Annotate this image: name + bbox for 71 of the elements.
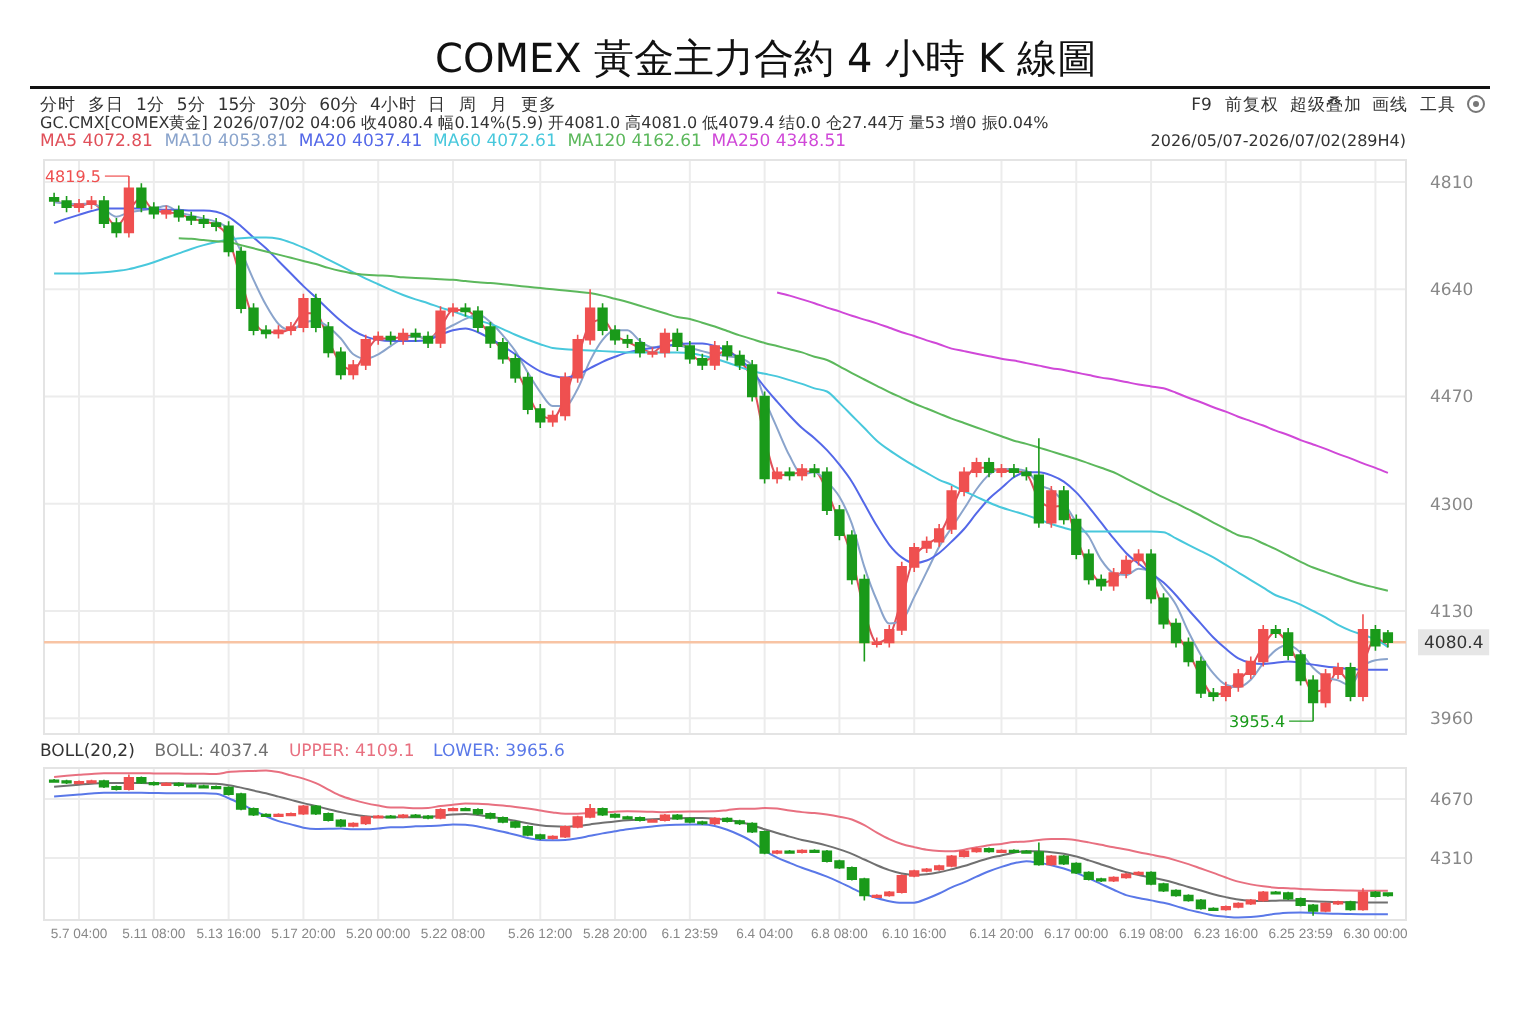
line-series <box>53 782 1389 904</box>
candlestick <box>796 463 808 482</box>
text: 5分 <box>176 94 206 116</box>
candlestick <box>796 848 808 855</box>
text: 15分 <box>217 94 258 116</box>
candlestick <box>709 816 720 826</box>
candlestick <box>123 773 135 792</box>
text: 30分 <box>268 94 309 116</box>
candlestick <box>161 781 172 787</box>
y-tick-label: 3960 <box>1430 710 1474 731</box>
text: 分时 <box>40 94 76 116</box>
candlestick <box>161 204 172 220</box>
text: F9 <box>1191 96 1212 116</box>
text: 2026/05/07-2026/07/02(289H4) <box>1150 132 1406 150</box>
candlestick <box>385 330 396 346</box>
candlestick <box>771 466 783 485</box>
candlestick <box>1046 854 1057 867</box>
text: 1分 <box>136 94 165 116</box>
text: 前复权 <box>1225 94 1279 116</box>
chart-title: BOLL(20,2) <box>40 742 135 762</box>
candlestick <box>385 814 396 820</box>
candlestick <box>771 849 783 856</box>
text: 超级叠加 <box>1290 94 1362 116</box>
candlestick <box>983 456 995 479</box>
text: MA120 4162.61 <box>567 132 702 152</box>
text: 月 <box>489 96 508 116</box>
candlestick <box>1345 899 1356 912</box>
candlestick <box>1357 887 1369 912</box>
text: 更多 <box>520 94 557 116</box>
candlestick <box>784 849 795 855</box>
text: 周 <box>458 94 477 116</box>
text: MA10 4053.81 <box>164 132 289 152</box>
series-label: UPPER: 4109.1 <box>288 742 415 762</box>
text: MA250 4348.51 <box>711 132 847 152</box>
text: 画线 <box>1372 94 1408 116</box>
candlestick <box>1046 485 1057 529</box>
text: LOWER: 3965.6 <box>433 742 565 762</box>
y-tick-label: 4130 <box>1430 602 1474 623</box>
candlestick <box>709 340 720 371</box>
candlestick <box>397 813 409 820</box>
y-tick-label: 4470 <box>1430 388 1474 409</box>
text: GC.CMX[COMEX黄金] 2026/07/02 04:06 收4080.4 幅0.14%(5.9) 开4081.0 高4081.0 低4079.4 结0.0 仓27.44万 量53 增0 振0.04% <box>40 114 1050 132</box>
line-series <box>53 791 1389 919</box>
text: MA20 4037.41 <box>298 132 423 152</box>
chart-title: COMEX 黃金主力合約 4 小時 K 線圖 <box>435 34 1097 82</box>
series-label: BOLL: 4037.4 <box>154 742 269 762</box>
candlestick <box>996 848 1007 854</box>
text: 多日 <box>88 94 124 116</box>
candlestick <box>1345 661 1356 702</box>
text: MA5 4072.81 <box>40 132 153 152</box>
candlestick <box>784 466 795 482</box>
candlestick <box>983 846 995 854</box>
y-tick-label: 4310 <box>1430 849 1474 870</box>
ref-line-label: 4080.4 <box>1424 634 1484 655</box>
y-tick-label: 4810 <box>1430 174 1474 195</box>
line-series <box>53 769 1389 892</box>
candlestick <box>1357 613 1369 702</box>
line-series <box>776 291 1389 474</box>
text: 日 <box>427 96 446 116</box>
y-tick-label: 4670 <box>1430 791 1474 811</box>
y-tick-label: 4300 <box>1430 495 1474 516</box>
annotation: 3955.4 <box>1229 712 1286 731</box>
text: 工具 <box>1420 94 1456 116</box>
line-series <box>177 237 1389 592</box>
annotation: 4819.5 <box>44 167 101 186</box>
candlestick <box>996 463 1007 479</box>
text: 60分 <box>319 94 359 116</box>
text: 4小时 <box>369 94 417 116</box>
text: MA60 4072.61 <box>433 132 557 152</box>
y-tick-label: 4640 <box>1430 281 1474 302</box>
candlestick <box>397 327 409 346</box>
